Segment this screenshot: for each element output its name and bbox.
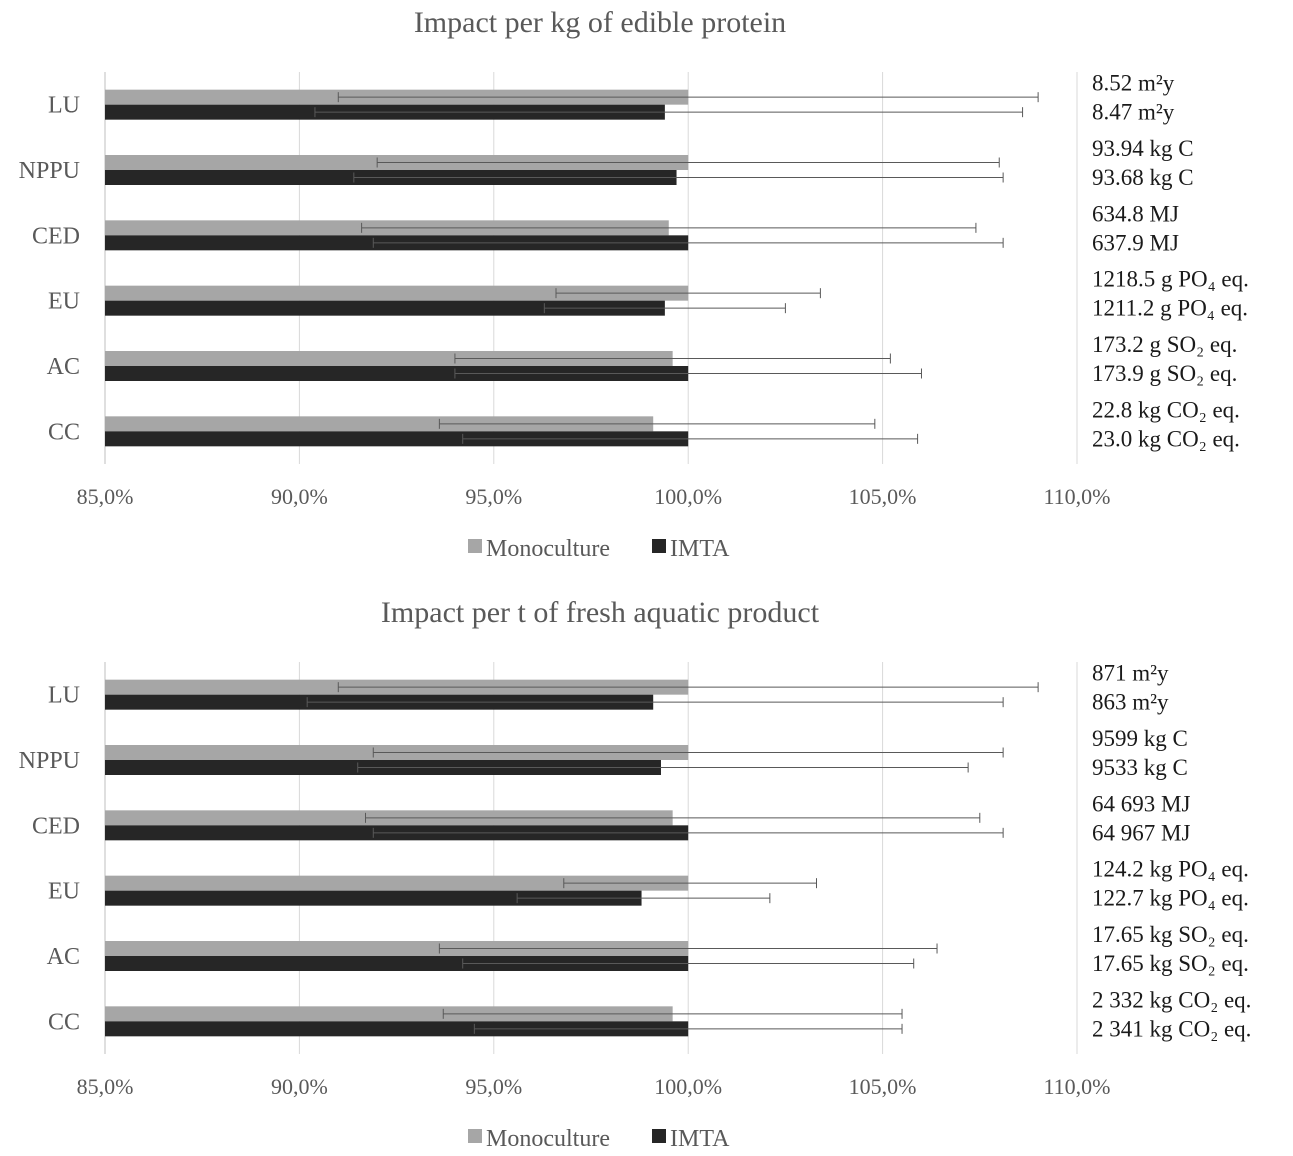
category-label: EU <box>48 879 80 905</box>
value-annotation: 9533 kg C <box>1092 755 1188 780</box>
legend-swatch-monoculture <box>468 1129 482 1143</box>
value-annotation: 93.94 kg C <box>1092 136 1194 161</box>
chart-title: Impact per t of fresh aquatic product <box>381 596 820 629</box>
value-annotation: 124.2 kg PO₄ eq. <box>1092 857 1249 882</box>
chart-1: Impact per kg of edible protein 85,0% 90,0… <box>19 6 1249 562</box>
legend-swatch-imta <box>652 1129 666 1143</box>
bar-monoculture <box>105 416 654 432</box>
x-tick-label: 95,0% <box>465 1074 522 1099</box>
x-tick-label: 90,0% <box>271 484 328 509</box>
category-label: LU <box>48 683 80 709</box>
category-label: CED <box>32 813 80 839</box>
bar-monoculture <box>105 351 673 366</box>
category-label: CC <box>48 1009 80 1035</box>
category-label: AC <box>47 354 80 380</box>
category-label: NPPU <box>19 748 80 774</box>
value-annotation: 122.7 kg PO₄ eq. <box>1092 886 1249 911</box>
bar-imta <box>105 431 689 447</box>
legend-swatch-imta <box>652 539 666 553</box>
x-tick-label: 95,0% <box>465 484 522 509</box>
category-label: EU <box>48 289 80 315</box>
value-annotation: 8.52 m²y <box>1092 71 1175 96</box>
legend-label: Monoculture <box>486 536 610 562</box>
legend-label: IMTA <box>670 1126 730 1151</box>
value-annotation: 64 693 MJ <box>1092 791 1190 816</box>
category-label: NPPU <box>19 158 80 184</box>
value-annotation: 173.9 g SO₂ eq. <box>1092 361 1237 386</box>
legend-label: IMTA <box>670 536 730 562</box>
bar-monoculture <box>105 875 689 891</box>
bar-imta <box>105 956 689 971</box>
legend-label: Monoculture <box>486 1126 610 1151</box>
bar-imta <box>105 890 642 906</box>
bar-imta <box>105 1021 689 1037</box>
bar-imta <box>105 300 665 316</box>
x-tick-label: 85,0% <box>77 484 134 509</box>
x-tick-label: 105,0% <box>849 484 917 509</box>
value-annotation: 2 341 kg CO₂ eq. <box>1092 1016 1251 1041</box>
value-annotation: 1218.5 g PO₄ eq. <box>1092 267 1249 292</box>
value-annotation: 2 332 kg CO₂ eq. <box>1092 987 1251 1012</box>
bar-monoculture <box>105 285 689 301</box>
x-tick-label: 100,0% <box>654 484 722 509</box>
value-annotation: 93.68 kg C <box>1092 165 1194 190</box>
value-annotation: 23.0 kg CO₂ eq. <box>1092 426 1240 451</box>
bar-monoculture <box>105 941 689 956</box>
x-tick-label: 85,0% <box>77 1074 134 1099</box>
x-tick-label: 110,0% <box>1043 1074 1110 1099</box>
category-label: AC <box>47 944 80 970</box>
x-tick-label: 110,0% <box>1043 484 1110 509</box>
value-annotation: 871 m²y <box>1092 661 1169 686</box>
value-annotation: 22.8 kg CO₂ eq. <box>1092 397 1240 422</box>
category-label: CC <box>48 419 80 445</box>
chart-2: Impact per t of fresh aquatic product 85,… <box>19 596 1252 1152</box>
value-annotation: 9599 kg C <box>1092 726 1188 751</box>
category-label: CED <box>32 223 80 249</box>
value-annotation: 17.65 kg SO₂ eq. <box>1092 951 1249 976</box>
value-annotation: 17.65 kg SO₂ eq. <box>1092 922 1249 947</box>
value-annotation: 637.9 MJ <box>1092 230 1179 255</box>
bar-imta <box>105 366 689 381</box>
category-label: LU <box>48 93 80 119</box>
value-annotation: 64 967 MJ <box>1092 820 1190 845</box>
chart-title: Impact per kg of edible protein <box>414 6 786 39</box>
value-annotation: 863 m²y <box>1092 690 1169 715</box>
value-annotation: 8.47 m²y <box>1092 100 1175 125</box>
x-tick-label: 100,0% <box>654 1074 722 1099</box>
x-tick-label: 105,0% <box>849 1074 917 1099</box>
value-annotation: 634.8 MJ <box>1092 201 1179 226</box>
x-tick-label: 90,0% <box>271 1074 328 1099</box>
bar-monoculture <box>105 1006 673 1022</box>
legend-swatch-monoculture <box>468 539 482 553</box>
value-annotation: 173.2 g SO₂ eq. <box>1092 332 1237 357</box>
value-annotation: 1211.2 g PO₄ eq. <box>1092 296 1248 321</box>
